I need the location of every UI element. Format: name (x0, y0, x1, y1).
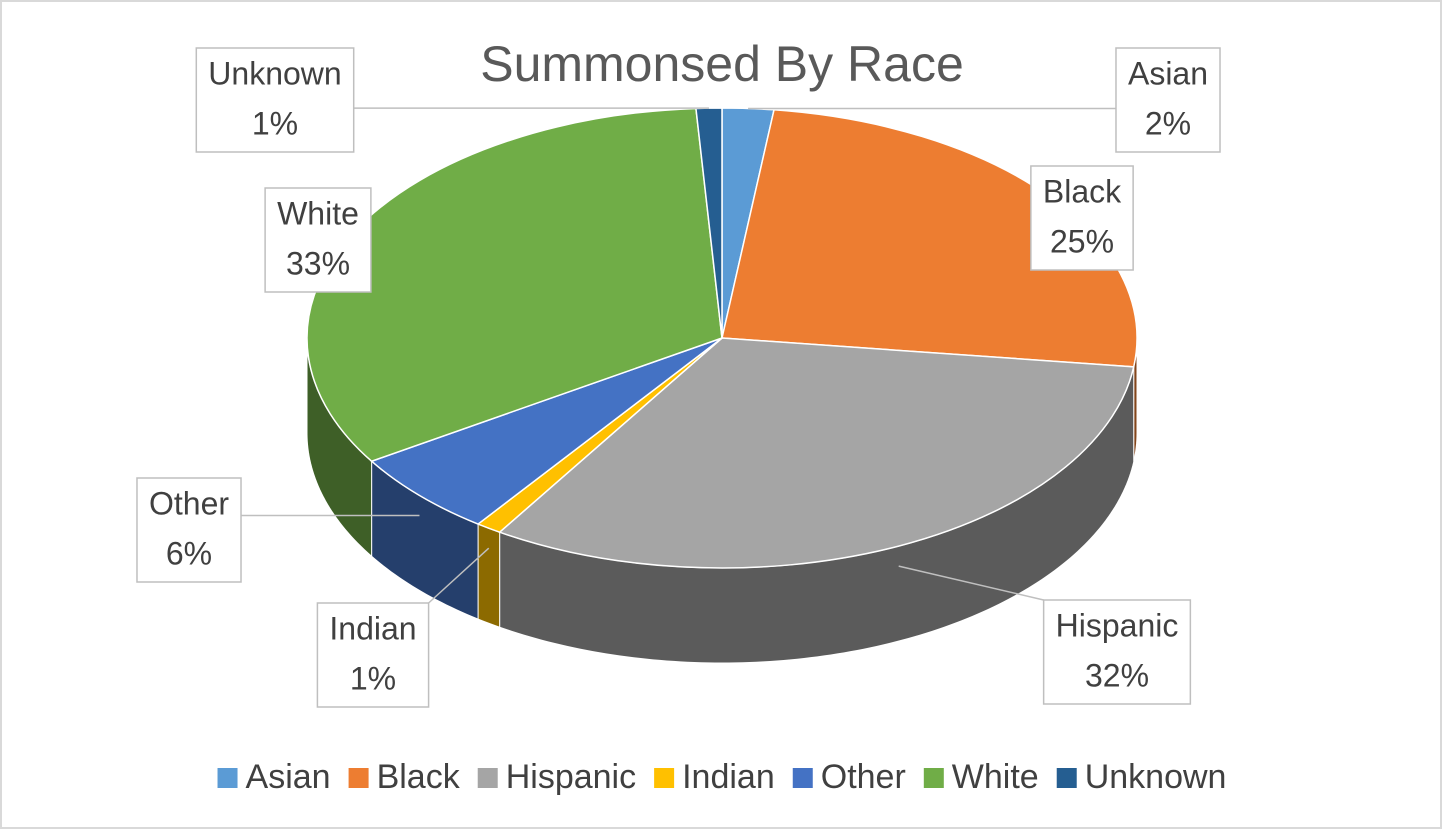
label-box (1042, 599, 1192, 705)
legend-label: Indian (682, 758, 775, 796)
data-label: Other 6% (136, 477, 420, 583)
chart-title: Summonsed By Race (480, 36, 964, 92)
label-category: Unknown (208, 55, 341, 91)
label-category: Black (1043, 173, 1122, 209)
legend-swatch (923, 768, 944, 788)
data-label: White 33% (264, 187, 372, 293)
data-label: Indian 1% (316, 547, 490, 708)
data-label: Black 25% (1030, 165, 1134, 271)
label-value: 2% (1145, 105, 1191, 141)
label-category: Other (149, 485, 229, 521)
slice (498, 337, 1135, 569)
label-value: 1% (350, 660, 396, 696)
data-label: Hispanic 32% (898, 565, 1192, 705)
legend-swatch (477, 768, 498, 788)
label-value: 25% (1050, 223, 1114, 259)
legend-label: White (952, 758, 1039, 796)
legend-label: Black (377, 758, 461, 796)
label-value: 32% (1085, 657, 1149, 693)
label-box (1115, 47, 1221, 153)
leader-line (428, 547, 490, 604)
slice-side (477, 523, 501, 628)
label-box (1030, 165, 1134, 271)
legend-swatch (217, 768, 238, 788)
label-box (195, 47, 355, 153)
legend-label: Other (821, 758, 906, 796)
label-category: White (277, 195, 359, 231)
label-category: Asian (1128, 55, 1208, 91)
leader-line (898, 565, 1044, 601)
label-box (136, 477, 242, 583)
legend-swatch (348, 768, 369, 788)
legend-label: Hispanic (506, 758, 636, 796)
label-box (316, 602, 430, 708)
label-box (264, 187, 372, 293)
legend-label: Unknown (1085, 758, 1227, 796)
legend-label: Asian (246, 758, 331, 796)
label-value: 6% (166, 535, 212, 571)
legend-swatch (654, 768, 675, 788)
data-label: Unknown 1% (195, 47, 709, 153)
label-value: 1% (252, 105, 298, 141)
slice (370, 337, 723, 525)
legend-swatch (1056, 768, 1077, 788)
label-category: Indian (329, 610, 416, 646)
label-value: 33% (286, 245, 350, 281)
legend-swatch (792, 768, 813, 788)
label-category: Hispanic (1056, 607, 1179, 643)
data-label: Asian 2% (748, 47, 1221, 153)
